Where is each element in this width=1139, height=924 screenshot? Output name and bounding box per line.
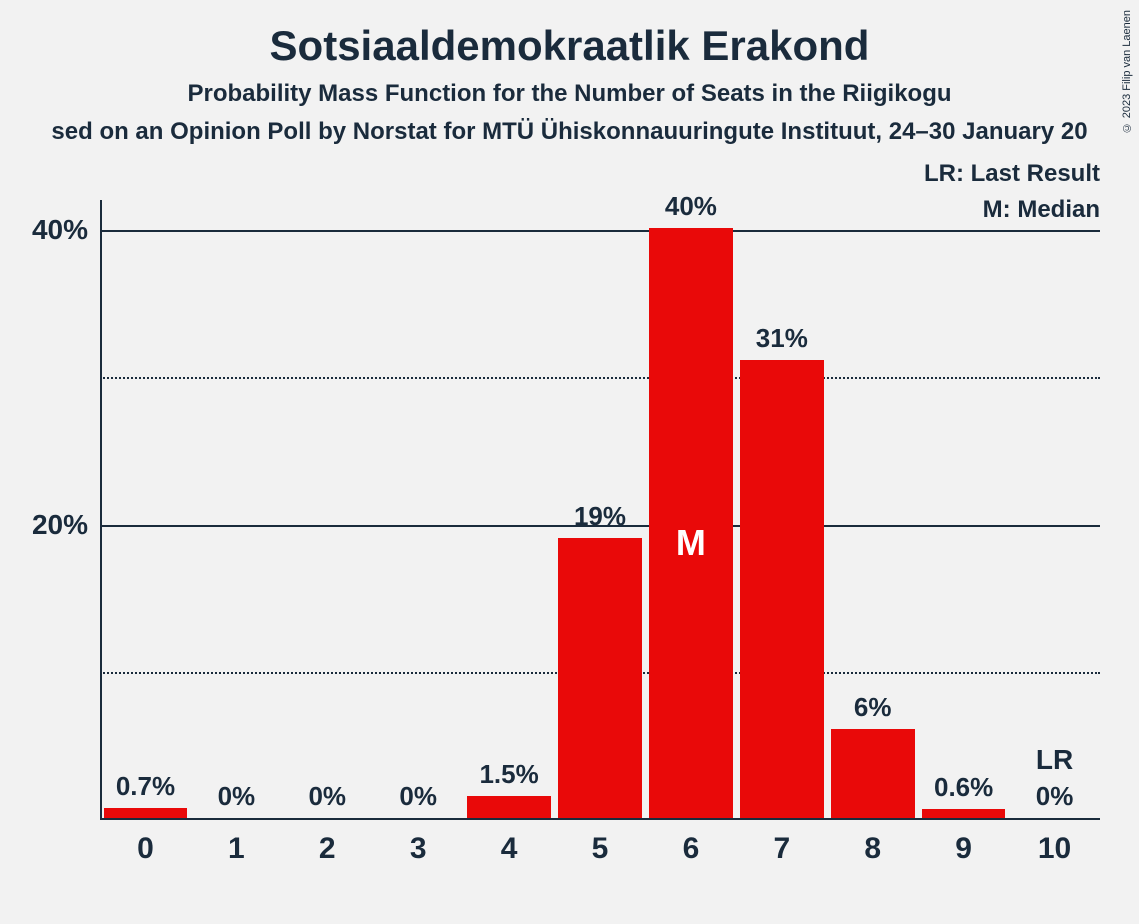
x-tick-label: 10	[1038, 832, 1071, 866]
x-tick-label: 3	[410, 832, 427, 866]
x-tick-label: 9	[955, 832, 972, 866]
chart-subtitle-1: Probability Mass Function for the Number…	[0, 80, 1139, 108]
bar-value-label: 0%	[218, 781, 256, 812]
bar	[467, 796, 551, 818]
x-tick-label: 6	[683, 832, 700, 866]
bar	[922, 809, 1006, 818]
copyright-text: © 2023 Filip van Laenen	[1121, 10, 1133, 133]
bar-value-label: 40%	[665, 191, 717, 222]
bar-value-label: 31%	[756, 323, 808, 354]
gridline-minor	[100, 377, 1100, 379]
bar-value-label: 0%	[399, 781, 437, 812]
bar-value-label: 0.7%	[116, 771, 175, 802]
last-result-marker: LR	[1036, 744, 1073, 776]
chart-subtitle-2: sed on an Opinion Poll by Norstat for MT…	[0, 118, 1139, 146]
chart-title: Sotsiaaldemokraatlik Erakond	[0, 22, 1139, 70]
bar	[558, 538, 642, 818]
bar-value-label: 0%	[308, 781, 346, 812]
bar-value-label: 1.5%	[479, 759, 538, 790]
legend-m: M: Median	[983, 196, 1100, 224]
x-axis	[100, 818, 1100, 820]
x-tick-label: 5	[592, 832, 609, 866]
plot-area: LR: Last Result M: Median 20%40%0.7%00%1…	[100, 200, 1100, 820]
x-tick-label: 7	[773, 832, 790, 866]
gridline-major	[100, 230, 1100, 232]
x-tick-label: 2	[319, 832, 336, 866]
legend-lr: LR: Last Result	[924, 160, 1100, 188]
y-tick-label: 20%	[32, 509, 88, 541]
bar	[104, 808, 188, 818]
bar-value-label: 0.6%	[934, 772, 993, 803]
pmf-chart: Sotsiaaldemokraatlik Erakond Probability…	[0, 0, 1139, 924]
y-tick-label: 40%	[32, 214, 88, 246]
x-tick-label: 1	[228, 832, 245, 866]
x-tick-label: 0	[137, 832, 154, 866]
bar-value-label: 19%	[574, 501, 626, 532]
bar	[740, 360, 824, 818]
x-tick-label: 4	[501, 832, 518, 866]
x-tick-label: 8	[864, 832, 881, 866]
bar-value-label: 0%	[1036, 781, 1074, 812]
bar-value-label: 6%	[854, 692, 892, 723]
y-axis	[100, 200, 102, 820]
bar	[831, 729, 915, 818]
median-marker: M	[676, 522, 706, 564]
